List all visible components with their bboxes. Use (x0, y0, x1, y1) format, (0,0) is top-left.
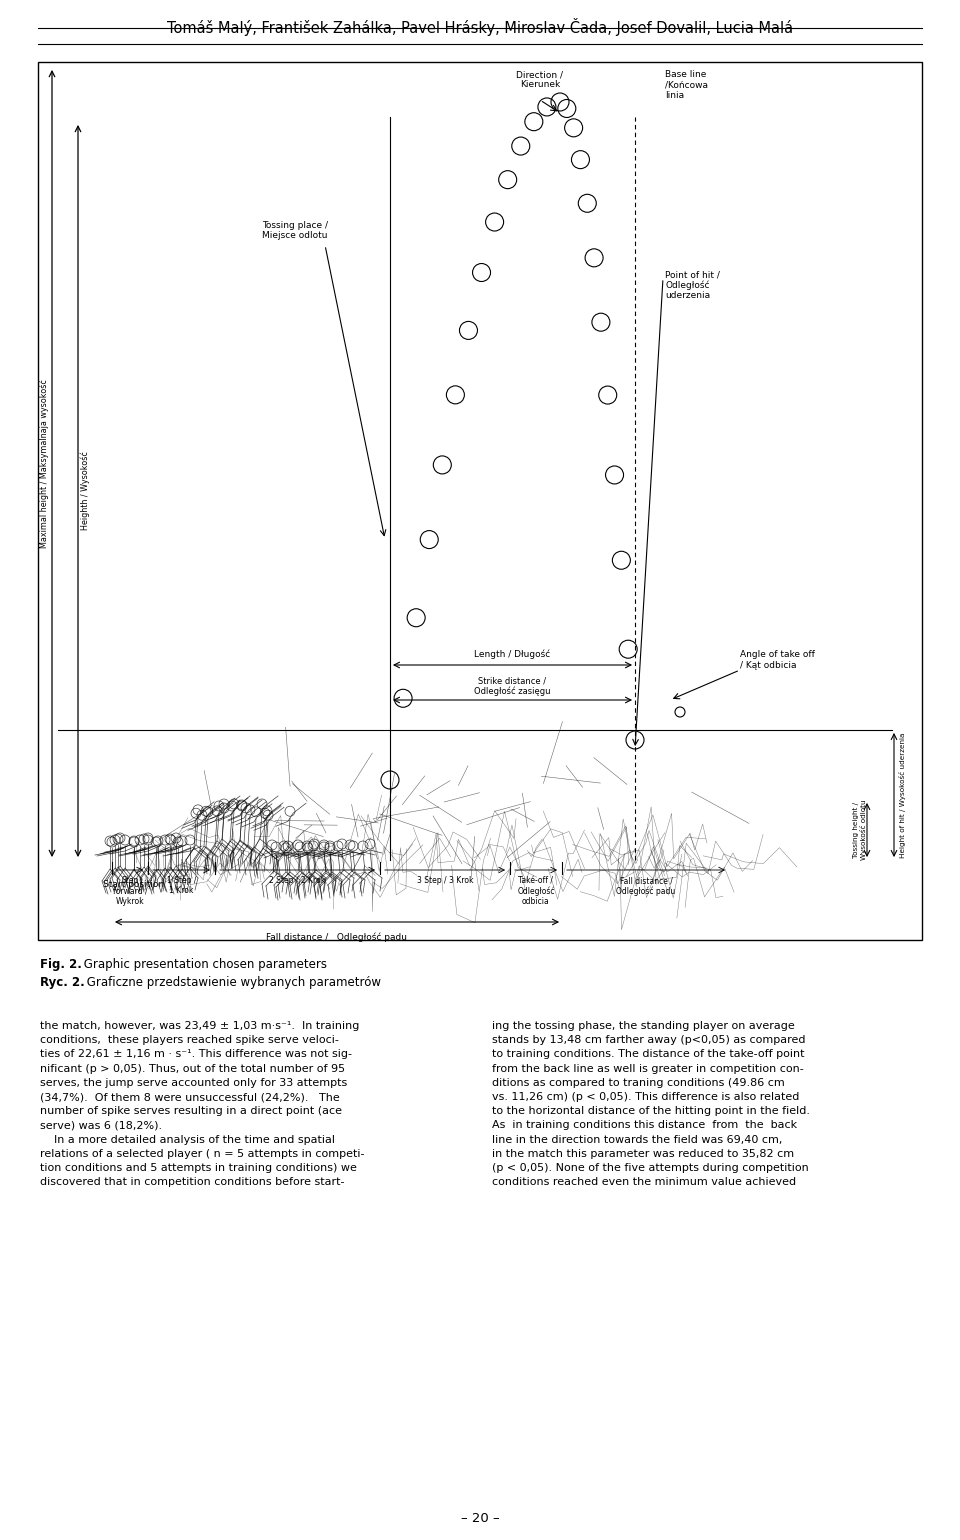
Text: Graficzne przedstawienie wybranych parametrów: Graficzne przedstawienie wybranych param… (83, 976, 381, 989)
Text: Fall distance /   Odległość padu: Fall distance / Odległość padu (267, 932, 407, 941)
Text: 1 Step /
1 Krok: 1 Step / 1 Krok (167, 876, 196, 895)
Text: the match, however, was 23,49 ± 1,03 m·s⁻¹.  In training: the match, however, was 23,49 ± 1,03 m·s… (40, 1021, 359, 1030)
Text: Strike distance /
Odległość zasięgu: Strike distance / Odległość zasięgu (474, 676, 551, 696)
Text: stands by 13,48 cm farther away (p<0,05) as compared: stands by 13,48 cm farther away (p<0,05)… (492, 1035, 805, 1046)
Text: ties of 22,61 ± 1,16 m · s⁻¹. This difference was not sig-: ties of 22,61 ± 1,16 m · s⁻¹. This diffe… (40, 1049, 352, 1060)
Text: in the match this parameter was reduced to 35,82 cm: in the match this parameter was reduced … (492, 1149, 794, 1158)
Text: In a more detailed analysis of the time and spatial: In a more detailed analysis of the time … (40, 1135, 335, 1144)
Text: number of spike serves resulting in a direct point (ace: number of spike serves resulting in a di… (40, 1106, 342, 1116)
Text: line in the direction towards the field was 69,40 cm,: line in the direction towards the field … (492, 1135, 782, 1144)
Text: Ryc. 2.: Ryc. 2. (40, 976, 84, 989)
Text: Start position: Start position (103, 879, 164, 889)
Text: to training conditions. The distance of the take-off point: to training conditions. The distance of … (492, 1049, 804, 1060)
Text: 3 Step / 3 Krok: 3 Step / 3 Krok (417, 876, 473, 885)
Text: Tossing place /
Miejsce odlotu: Tossing place / Miejsce odlotu (262, 220, 328, 240)
Text: serve) was 6 (18,2%).: serve) was 6 (18,2%). (40, 1121, 162, 1130)
Text: Direction /
Kierunek: Direction / Kierunek (516, 69, 564, 89)
Text: ing the tossing phase, the standing player on average: ing the tossing phase, the standing play… (492, 1021, 795, 1030)
Text: Point of hit /
Odległość
uderzenia: Point of hit / Odległość uderzenia (665, 270, 720, 300)
Text: relations of a selected player ( n = 5 attempts in competi-: relations of a selected player ( n = 5 a… (40, 1149, 365, 1158)
Text: (p < 0,05). None of the five attempts during competition: (p < 0,05). None of the five attempts du… (492, 1163, 808, 1173)
Text: (34,7%).  Of them 8 were unsuccessful (24,2%).   The: (34,7%). Of them 8 were unsuccessful (24… (40, 1092, 340, 1103)
Text: Length / Długość: Length / Długość (474, 650, 551, 659)
Text: Fig. 2.: Fig. 2. (40, 958, 82, 972)
Text: Tossing height /
Wysokość odlotu: Tossing height / Wysokość odlotu (852, 799, 867, 861)
Text: Graphic presentation chosen parameters: Graphic presentation chosen parameters (80, 958, 327, 972)
Text: Heighth / Wysokość: Heighth / Wysokość (81, 451, 89, 530)
Text: – 20 –: – 20 – (461, 1511, 499, 1525)
Bar (38, 62, 922, 939)
Text: serves, the jump serve accounted only for 33 attempts: serves, the jump serve accounted only fo… (40, 1078, 348, 1087)
Text: from the back line as well is greater in competition con-: from the back line as well is greater in… (492, 1064, 804, 1073)
Text: Také-off /
Odległość
odbicia: Také-off / Odległość odbicia (517, 876, 555, 907)
Text: conditions,  these players reached spike serve veloci-: conditions, these players reached spike … (40, 1035, 339, 1046)
Text: discovered that in competition conditions before start-: discovered that in competition condition… (40, 1177, 345, 1187)
Text: Step
forward /
Wykrok: Step forward / Wykrok (112, 876, 147, 906)
Text: Height of hit / Wysokość uderzenia: Height of hit / Wysokość uderzenia (899, 733, 905, 858)
Text: Angle of take off
/ Kąt odbicia: Angle of take off / Kąt odbicia (740, 650, 815, 670)
Text: vs. 11,26 cm) (p < 0,05). This difference is also related: vs. 11,26 cm) (p < 0,05). This differenc… (492, 1092, 800, 1103)
Text: tion conditions and 5 attempts in training conditions) we: tion conditions and 5 attempts in traini… (40, 1163, 357, 1173)
Text: nificant (p > 0,05). Thus, out of the total number of 95: nificant (p > 0,05). Thus, out of the to… (40, 1064, 346, 1073)
Text: Maximal height / Maksymalnaja wysokość: Maximal height / Maksymalnaja wysokość (39, 379, 49, 548)
Text: As  in training conditions this distance  from  the  back: As in training conditions this distance … (492, 1121, 797, 1130)
Text: Base line
/Końcowa
linia: Base line /Końcowa linia (665, 69, 708, 100)
Text: ditions as compared to traning conditions (49.86 cm: ditions as compared to traning condition… (492, 1078, 784, 1087)
Text: Fall distance /
Odległość padu: Fall distance / Odległość padu (616, 876, 676, 896)
Text: Tomáš Malý, František Zahálka, Pavel Hrásky, Miroslav Čada, Josef Dovalil, Lucia: Tomáš Malý, František Zahálka, Pavel Hrá… (167, 18, 793, 35)
Text: 2 Step / 2 Krok: 2 Step / 2 Krok (270, 876, 325, 885)
Text: to the horizontal distance of the hitting point in the field.: to the horizontal distance of the hittin… (492, 1106, 810, 1116)
Text: conditions reached even the minimum value achieved: conditions reached even the minimum valu… (492, 1177, 796, 1187)
